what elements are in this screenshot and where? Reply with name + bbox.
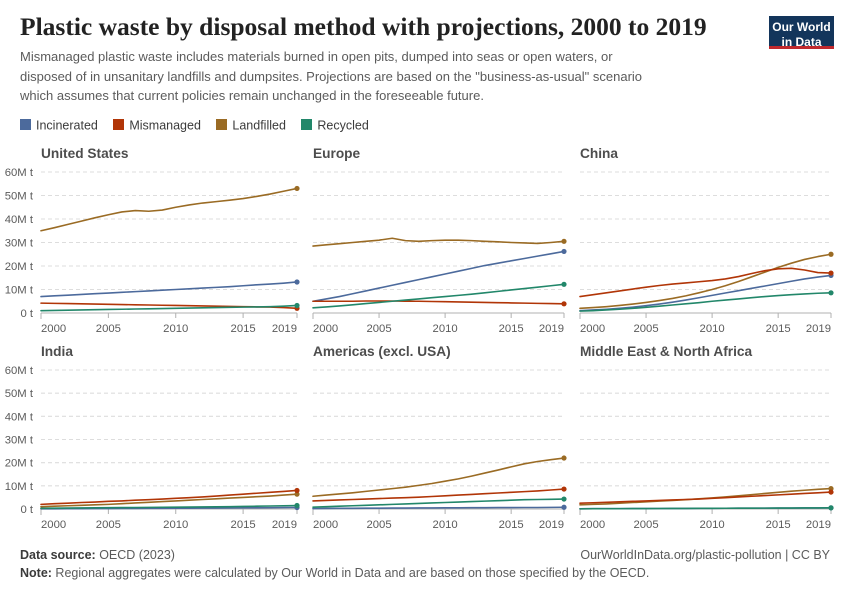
svg-text:40M t: 40M t <box>5 214 34 226</box>
svg-text:2010: 2010 <box>433 323 458 335</box>
svg-text:30M t: 30M t <box>5 238 34 250</box>
svg-text:2019: 2019 <box>272 323 297 335</box>
svg-text:2015: 2015 <box>231 323 256 335</box>
svg-text:2005: 2005 <box>96 323 121 335</box>
svg-text:20M t: 20M t <box>5 261 34 273</box>
svg-text:2000: 2000 <box>41 323 66 335</box>
svg-text:2010: 2010 <box>163 323 188 335</box>
svg-text:10M t: 10M t <box>5 285 34 297</box>
svg-text:2010: 2010 <box>700 323 725 335</box>
svg-text:United States: United States <box>41 146 129 161</box>
svg-text:2015: 2015 <box>231 519 256 531</box>
svg-text:2019: 2019 <box>806 323 831 335</box>
svg-text:Europe: Europe <box>313 146 361 161</box>
svg-text:2010: 2010 <box>433 519 458 531</box>
svg-text:2015: 2015 <box>499 519 524 531</box>
svg-text:Americas (excl. USA): Americas (excl. USA) <box>313 344 451 359</box>
svg-text:2005: 2005 <box>366 519 391 531</box>
svg-text:2010: 2010 <box>700 519 725 531</box>
svg-text:2000: 2000 <box>313 519 338 531</box>
svg-text:60M t: 60M t <box>5 365 34 377</box>
svg-text:2010: 2010 <box>163 519 188 531</box>
svg-text:2000: 2000 <box>580 323 605 335</box>
svg-text:10M t: 10M t <box>5 481 34 493</box>
svg-text:2005: 2005 <box>96 519 121 531</box>
svg-text:China: China <box>580 146 618 161</box>
svg-text:2000: 2000 <box>313 323 338 335</box>
svg-text:30M t: 30M t <box>5 435 34 447</box>
svg-text:2019: 2019 <box>272 519 297 531</box>
svg-text:Middle East & North Africa: Middle East & North Africa <box>580 344 753 359</box>
svg-text:60M t: 60M t <box>5 167 34 179</box>
svg-text:2005: 2005 <box>633 519 658 531</box>
svg-text:2015: 2015 <box>499 323 524 335</box>
svg-text:50M t: 50M t <box>5 388 34 400</box>
svg-text:0 t: 0 t <box>20 504 33 516</box>
svg-text:India: India <box>41 344 73 359</box>
svg-text:2019: 2019 <box>539 519 564 531</box>
svg-text:2019: 2019 <box>806 519 831 531</box>
svg-text:2015: 2015 <box>766 323 791 335</box>
svg-text:50M t: 50M t <box>5 191 34 203</box>
svg-text:2005: 2005 <box>366 323 391 335</box>
svg-text:20M t: 20M t <box>5 458 34 470</box>
svg-text:2019: 2019 <box>539 323 564 335</box>
svg-text:2015: 2015 <box>766 519 791 531</box>
svg-text:40M t: 40M t <box>5 411 34 423</box>
svg-text:2000: 2000 <box>41 519 66 531</box>
svg-text:0 t: 0 t <box>20 308 33 320</box>
svg-text:2000: 2000 <box>580 519 605 531</box>
svg-text:2005: 2005 <box>633 323 658 335</box>
